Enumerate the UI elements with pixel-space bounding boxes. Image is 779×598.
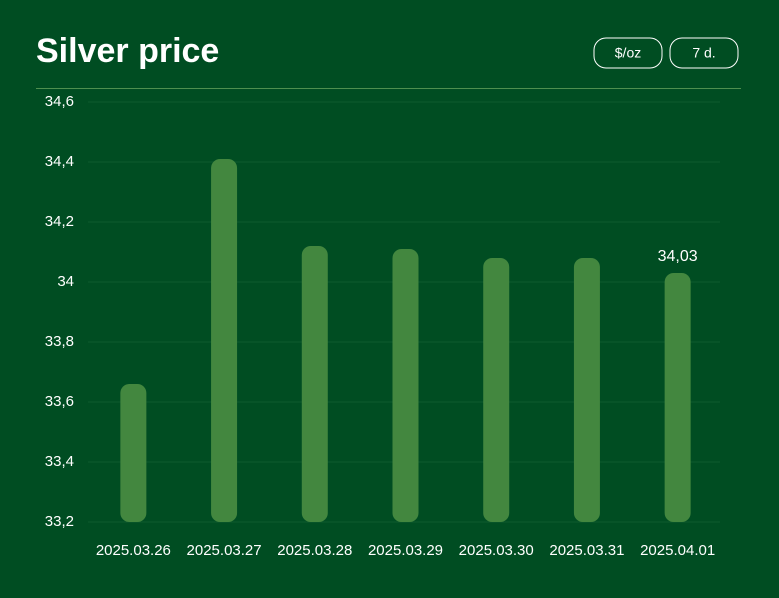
- y-tick-label: 34: [57, 273, 74, 290]
- x-tick-label: 2025.03.26: [96, 542, 171, 559]
- x-tick-label: 2025.03.31: [549, 542, 624, 559]
- y-tick-label: 33,8: [45, 333, 74, 350]
- x-tick-label: 2025.03.30: [459, 542, 534, 559]
- bar: [664, 273, 691, 522]
- y-tick-label: 34,2: [45, 213, 74, 230]
- button-label[interactable]: 7 d.: [692, 45, 715, 61]
- x-tick-label: 2025.03.27: [187, 542, 262, 559]
- bar: [483, 258, 510, 522]
- y-tick-label: 34,6: [45, 93, 74, 110]
- x-tick-label: 2025.04.01: [640, 542, 715, 559]
- y-tick-label: 34,4: [45, 153, 74, 170]
- x-tick-label: 2025.03.28: [277, 542, 352, 559]
- chart-title: Silver price: [36, 32, 219, 70]
- y-tick-label: 33,6: [45, 393, 74, 410]
- bar: [301, 246, 328, 522]
- unit-button[interactable]: $/oz: [593, 37, 663, 69]
- y-tick-label: 33,4: [45, 453, 74, 470]
- value-label: 34,03: [658, 248, 698, 265]
- bar: [211, 159, 238, 522]
- range-button[interactable]: 7 d.: [669, 37, 739, 69]
- button-label[interactable]: $/oz: [615, 45, 641, 61]
- button-frame[interactable]: [593, 37, 663, 69]
- y-tick-label: 33,2: [45, 513, 74, 530]
- button-frame[interactable]: [669, 37, 739, 69]
- x-tick-label: 2025.03.29: [368, 542, 443, 559]
- bar: [120, 384, 147, 522]
- bar: [573, 258, 600, 522]
- bar: [392, 249, 419, 522]
